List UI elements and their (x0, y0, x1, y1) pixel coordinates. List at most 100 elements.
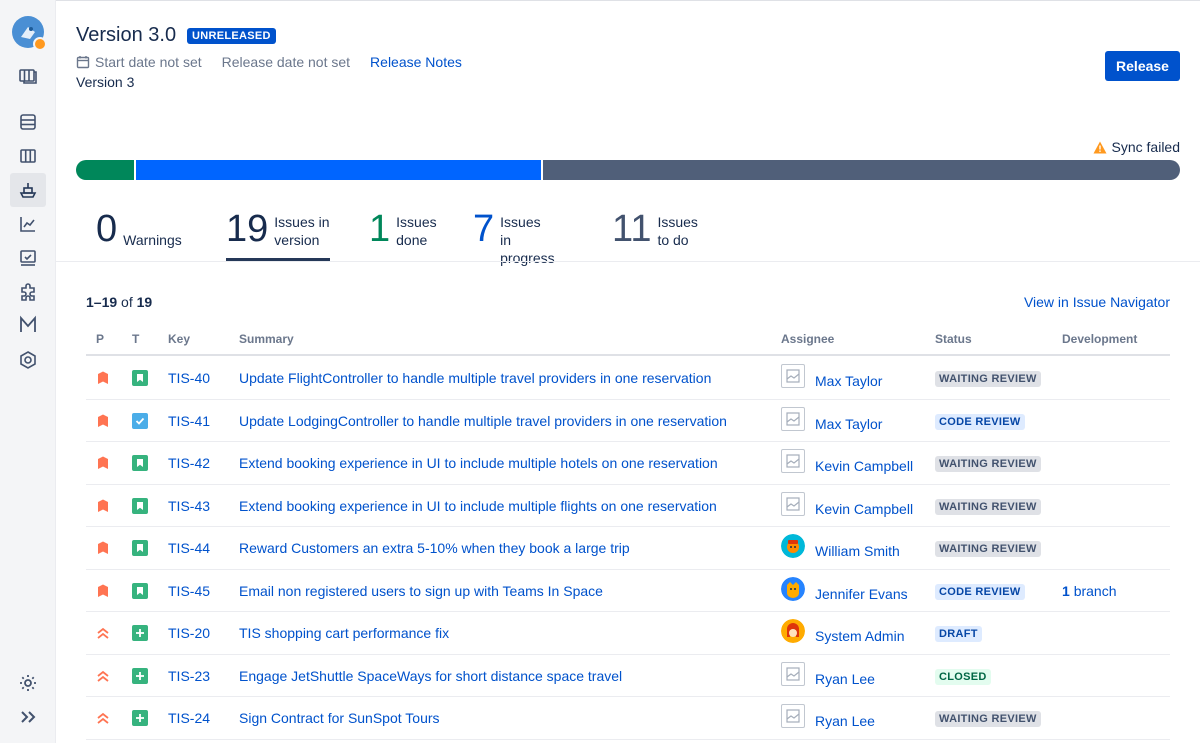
issue-type-improvement-icon (132, 625, 148, 641)
issue-type-story-icon (132, 540, 148, 556)
table-row[interactable]: TIS-43 Extend booking experience in UI to… (86, 485, 1170, 527)
assignee-name[interactable]: Kevin Campbell (815, 500, 914, 517)
status-lozenge: WAITING REVIEW (935, 498, 1041, 515)
avatar[interactable] (781, 661, 805, 686)
avatar[interactable] (781, 491, 805, 516)
assignee-name[interactable]: Max Taylor (815, 373, 883, 389)
table-row[interactable]: TIS-20 TIS shopping cart performance fix S… (86, 612, 1170, 655)
issue-type-improvement-icon (132, 667, 148, 684)
columns-icon[interactable] (16, 144, 40, 168)
avatar[interactable] (781, 364, 805, 388)
release-progress-bar (76, 160, 1180, 180)
assignee-name[interactable]: Ryan Lee (815, 670, 875, 687)
status-lozenge: CODE REVIEW (935, 583, 1025, 600)
header-priority[interactable]: P (96, 332, 105, 346)
issue-summary[interactable]: Update LodgingController to handle multi… (239, 412, 727, 429)
addons-icon[interactable] (16, 281, 40, 305)
calendar-icon (76, 55, 90, 69)
issue-summary[interactable]: Extend booking experience in UI to inclu… (239, 497, 717, 514)
issue-summary[interactable]: Update FlightController to handle multip… (239, 370, 712, 386)
issues-to-do-count: 11 (612, 208, 652, 250)
reports-icon[interactable] (16, 212, 40, 236)
table-row[interactable]: TIS-41 Update LodgingController to handle… (86, 400, 1170, 442)
status-lozenge: WAITING REVIEW (935, 456, 1041, 472)
issue-type-story-icon (132, 497, 148, 514)
issue-key[interactable]: TIS-40 (168, 370, 211, 386)
stat-warnings[interactable]: 0 Warnings (96, 205, 182, 261)
warnings-count: 0 (96, 208, 118, 250)
assignee-name[interactable]: Max Taylor (815, 415, 883, 432)
issue-key[interactable]: TIS-41 (168, 412, 211, 429)
stat-issues-in-version[interactable]: 19 Issues in version (226, 205, 330, 261)
results-of: of (121, 294, 133, 310)
backlog-icon[interactable] (16, 110, 40, 134)
issues-in-version-label-2: version (274, 232, 320, 248)
board-icon[interactable] (16, 64, 40, 88)
table-row[interactable]: TIS-45 Email non registered users to sign… (86, 570, 1170, 612)
avatar[interactable] (781, 576, 805, 601)
issues-in-progress-label-2: in progress (500, 232, 555, 266)
avatar[interactable] (781, 704, 805, 728)
issue-key[interactable]: TIS-24 (168, 710, 211, 726)
project-avatar-icon[interactable] (12, 16, 47, 51)
issue-summary[interactable]: Extend booking experience in UI to inclu… (239, 455, 718, 471)
avatar[interactable] (781, 619, 805, 643)
stat-issues-done[interactable]: 1 Issues done (369, 205, 437, 261)
m-app-icon[interactable] (16, 313, 40, 337)
issue-type-story-icon (132, 455, 148, 471)
issue-key[interactable]: TIS-20 (168, 625, 211, 641)
sync-status[interactable]: Sync failed (1093, 139, 1180, 155)
avatar[interactable] (781, 449, 805, 473)
releases-icon[interactable] (10, 173, 46, 207)
issue-key[interactable]: TIS-43 (168, 497, 211, 514)
assignee-name[interactable]: Ryan Lee (815, 713, 875, 729)
assignee-name[interactable]: System Admin (815, 628, 905, 644)
issue-key[interactable]: TIS-44 (168, 540, 211, 556)
header-status[interactable]: Status (935, 332, 972, 346)
table-row[interactable]: TIS-23 Engage JetShuttle SpaceWays for sh… (86, 655, 1170, 697)
expand-icon[interactable] (16, 705, 40, 729)
stat-issues-in-progress[interactable]: 7 Issues in progress (473, 205, 555, 266)
avatar[interactable] (781, 534, 805, 558)
issue-key[interactable]: TIS-42 (168, 455, 211, 471)
status-lozenge: DRAFT (935, 626, 982, 642)
development-branch-link[interactable]: 1 branch (1062, 582, 1117, 599)
assignee-name[interactable]: Kevin Campbell (815, 458, 914, 474)
issue-key[interactable]: TIS-45 (168, 582, 211, 599)
version-description: Version 3 (76, 74, 135, 90)
results-range: 1–19 (86, 294, 118, 310)
hexagon-icon[interactable] (16, 348, 40, 372)
pages-icon[interactable] (16, 246, 40, 270)
release-button[interactable]: Release (1105, 51, 1180, 81)
stat-issues-to-do[interactable]: 11 Issues to do (612, 205, 698, 261)
issues-table-body: TIS-40 Update FlightController to handle … (86, 357, 1170, 740)
issues-in-progress-label-1: Issues (500, 214, 541, 230)
issue-summary[interactable]: Email non registered users to sign up wi… (239, 582, 603, 599)
issue-summary[interactable]: Reward Customers an extra 5-10% when the… (239, 540, 630, 556)
stats-divider (56, 261, 1200, 262)
unreleased-lozenge: UNRELEASED (187, 28, 276, 44)
project-sidebar (0, 0, 56, 743)
issue-summary[interactable]: Sign Contract for SunSpot Tours (239, 710, 440, 726)
view-in-issue-navigator-link[interactable]: View in Issue Navigator (1023, 294, 1170, 310)
issues-to-do-label-2: to do (657, 232, 689, 248)
issues-to-do-label-1: Issues (657, 214, 698, 230)
settings-icon[interactable] (16, 671, 40, 695)
release-notes-link[interactable]: Release Notes (370, 54, 462, 70)
header-type[interactable]: T (132, 332, 140, 346)
table-row[interactable]: TIS-42 Extend booking experience in UI to… (86, 442, 1170, 485)
table-row[interactable]: TIS-44 Reward Customers an extra 5-10% wh… (86, 527, 1170, 570)
table-row[interactable]: TIS-40 Update FlightController to handle … (86, 357, 1170, 400)
assignee-name[interactable]: Jennifer Evans (815, 585, 908, 602)
issue-summary[interactable]: Engage JetShuttle SpaceWays for short di… (239, 667, 623, 684)
assignee-name[interactable]: William Smith (815, 543, 900, 559)
avatar[interactable] (781, 406, 805, 431)
header-key[interactable]: Key (168, 332, 191, 346)
header-summary[interactable]: Summary (239, 332, 294, 346)
table-row[interactable]: TIS-24 Sign Contract for SunSpot Tours Rya… (86, 697, 1170, 740)
issue-key[interactable]: TIS-23 (168, 667, 211, 684)
status-lozenge: WAITING REVIEW (935, 711, 1041, 727)
issue-summary[interactable]: TIS shopping cart performance fix (239, 625, 450, 641)
header-development[interactable]: Development (1062, 332, 1138, 346)
header-assignee[interactable]: Assignee (781, 332, 835, 346)
